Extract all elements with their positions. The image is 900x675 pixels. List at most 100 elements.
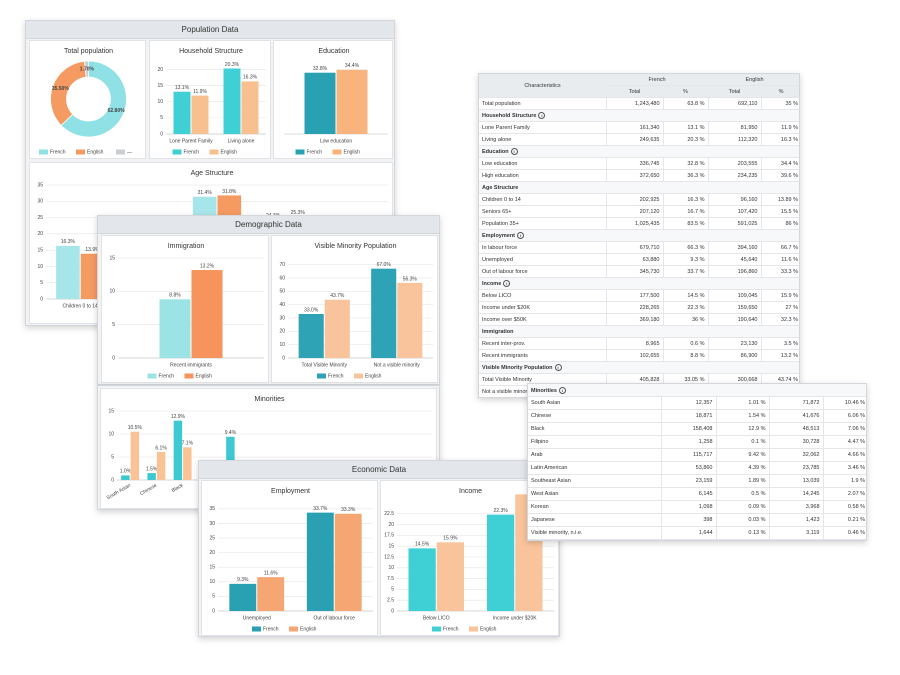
y-tick-label: 50: [279, 289, 285, 295]
table-cell: 16.3 %: [662, 193, 708, 206]
table-row: Population 35+ 1,025,435 83.5 % 591,025 86 %: [479, 217, 799, 230]
table-cell: 1,243,480: [605, 97, 663, 110]
y-tick-label: 10: [209, 579, 215, 585]
value-label: 31.8%: [222, 189, 237, 195]
table-cell: 18,871: [660, 409, 716, 423]
info-icon: i: [510, 148, 518, 155]
section-cell: Education i: [479, 145, 799, 158]
table-row: Recent immigrants 102,655 8.8 % 86,900 13.2 …: [479, 349, 799, 362]
table-row: Income under $20K 228,265 22.3 % 159,650 27 …: [479, 301, 799, 314]
table-cell: 33.7 %: [662, 265, 708, 278]
legend-label: French: [50, 149, 66, 155]
table-row: Filipino 1,258 0.1 % 30,728 4.47 %: [528, 435, 866, 449]
table-cell: 35 %: [760, 97, 799, 110]
table-cell: 177,500: [605, 289, 663, 302]
table-row: South Asian 12,357 1.01 % 71,872 10.46 %: [528, 396, 866, 410]
table-cell: 14.5 %: [662, 289, 708, 302]
table-cell: Seniors 65+: [479, 205, 606, 218]
table-cell: 1.89 %: [715, 474, 769, 488]
table-cell: 39.6 %: [760, 169, 799, 182]
bar: [486, 514, 515, 611]
value-label: 35.50%: [52, 86, 70, 92]
y-tick-label: 5: [212, 594, 215, 600]
section-cell: Visible Minority Population i: [479, 361, 799, 374]
legend-swatch: [332, 149, 342, 155]
x-tick-label: Children 0 to 14: [63, 303, 99, 309]
x-tick-label: Black: [171, 482, 185, 494]
bar: [156, 451, 166, 480]
section-label: Household Structure: [482, 112, 537, 119]
legend-swatch: [184, 373, 194, 379]
x-tick-label: Total Visible Minority: [302, 362, 348, 368]
legend-swatch: [289, 626, 298, 632]
table-cell: 4.66 %: [822, 448, 866, 462]
table-row: Education i: [479, 145, 799, 158]
table-row: Immigration: [479, 325, 799, 338]
table-cell: 112,320: [707, 133, 761, 146]
pie-slice: [60, 60, 127, 138]
value-label: 34.4%: [345, 63, 360, 69]
info-icon: i: [554, 364, 562, 371]
info-icon: i: [558, 386, 566, 394]
table-cell: 591,025: [707, 217, 761, 230]
table-cell: 4.47 %: [822, 435, 866, 449]
table-cell: 12.9 %: [715, 422, 769, 436]
legend-swatch: [432, 626, 441, 632]
value-label: 13.2%: [200, 263, 215, 269]
header-row: Characteristics French English: [479, 74, 799, 98]
x-tick-label: Living alone: [228, 138, 255, 144]
table-row: Low education 336,745 32.8 % 203,555 34.4 %: [479, 157, 799, 170]
value-label: 1.70%: [80, 66, 95, 72]
table-cell: 1,423: [768, 513, 823, 527]
table-cell: 0.64 %: [715, 539, 769, 540]
table-cell: 161,340: [605, 121, 663, 134]
value-label: 43.7%: [330, 293, 345, 299]
y-tick-label: 10: [109, 289, 115, 295]
table-cell: 9.42 %: [715, 448, 769, 462]
bar: [241, 81, 259, 134]
bar: [191, 95, 209, 134]
y-tick-label: 10: [108, 431, 114, 437]
bar: [304, 72, 336, 134]
table-cell: South Asian: [528, 396, 661, 410]
value-label: 16.3%: [243, 75, 258, 81]
bar: [147, 473, 156, 480]
table-cell: 0.13 %: [715, 526, 769, 540]
chart-title: Age Structure: [191, 170, 234, 177]
legend-swatch: [172, 149, 182, 155]
legend-label: English: [196, 373, 213, 379]
y-tick-label: 5: [160, 115, 163, 121]
chart: Visible Minority Population 0 10 20 30 40 50 60…: [271, 235, 438, 383]
table-cell: 41,676: [768, 409, 823, 423]
y-tick-label: 0: [40, 296, 43, 302]
chart: Household Structure 0 5 10 15 20 13.1%11.9% Lon…: [149, 40, 271, 159]
table-cell: 9,763: [768, 539, 823, 540]
y-tick-label: 0: [111, 477, 114, 483]
bar: [183, 447, 192, 480]
table-row: Age Structure: [479, 181, 799, 194]
table-cell: 228,265: [605, 301, 663, 314]
table-cell: 96,160: [707, 193, 761, 206]
table-cell: 158,408: [660, 422, 716, 436]
y-tick-label: 5: [112, 322, 115, 328]
table-cell: 13,039: [768, 474, 823, 488]
chart: Education 32.8% 34.4% Low education French En…: [273, 40, 393, 159]
table-cell: Japanese: [528, 513, 661, 527]
table-cell: 8,965: [605, 337, 663, 350]
table-cell: 83.5 %: [662, 217, 708, 230]
chart: Total population 62.80% 35.50% 1.70% French E…: [29, 40, 146, 159]
table-cell: 16.7 %: [662, 205, 708, 218]
table-cell: 8.8 %: [662, 349, 708, 362]
y-tick-label: 22.5: [384, 511, 394, 517]
table-cell: 30,728: [768, 435, 823, 449]
chart: Immigration 0 5 10 15 8.8% 13.2% Recent immigra…: [101, 235, 269, 383]
table-row: Below LICO 177,500 14.5 % 109,045 15.9 %: [479, 289, 799, 302]
bar: [229, 583, 257, 611]
x-tick-label: Not a visible minority: [374, 362, 421, 368]
y-tick-label: 15: [157, 83, 163, 89]
info-icon: i: [517, 232, 525, 239]
table-cell: Southeast Asian: [528, 474, 661, 488]
bar: [306, 512, 334, 611]
table-cell: Out of labour force: [479, 265, 606, 278]
value-label: 20.3%: [225, 62, 240, 68]
